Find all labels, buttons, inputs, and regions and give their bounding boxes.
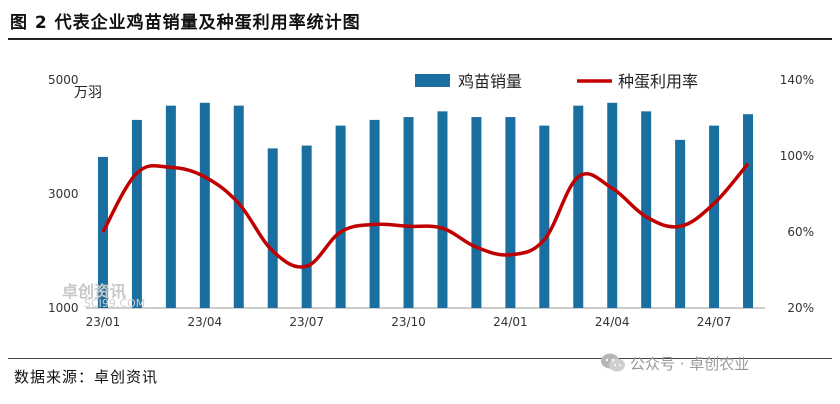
line-种蛋利用率 xyxy=(101,162,750,269)
bar-23/01 xyxy=(97,156,108,308)
legend-label-bar: 鸡苗销量 xyxy=(458,72,522,91)
bar-23/02 xyxy=(131,119,142,309)
wechat-badge: 公众号 · 卓创农业 xyxy=(600,352,749,374)
figure-title: 图 2 代表企业鸡苗销量及种蛋利用率统计图 xyxy=(10,13,361,33)
wechat-icon xyxy=(601,353,625,372)
watermark-sub: SCI99.COM xyxy=(84,297,146,310)
bar-24/07 xyxy=(709,125,720,308)
bar-24/04 xyxy=(607,102,618,308)
bar-24/01 xyxy=(505,117,516,308)
bar-23/05 xyxy=(233,105,244,309)
bar-23/07 xyxy=(301,145,312,308)
bar-24/02 xyxy=(539,125,550,308)
x-tick-23/07: 23/07 xyxy=(289,315,324,329)
right-tick-20%: 20% xyxy=(787,301,814,315)
right-tick-140%: 140% xyxy=(780,73,814,87)
title-rule xyxy=(8,38,832,40)
watermark-logo: 卓创资讯 xyxy=(62,282,127,301)
bar-23/12 xyxy=(471,117,482,308)
legend-swatch-bar xyxy=(415,74,450,87)
legend-label-line: 种蛋利用率 xyxy=(618,72,698,91)
x-tick-23/10: 23/10 xyxy=(391,315,426,329)
y-unit-label: 万羽 xyxy=(74,85,102,101)
x-tick-24/01: 24/01 xyxy=(493,315,528,329)
left-tick-3000: 3000 xyxy=(48,187,79,201)
source-note: 数据来源：卓创资讯 xyxy=(14,368,159,386)
bar-24/06 xyxy=(675,139,686,308)
x-tick-24/04: 24/04 xyxy=(595,315,630,329)
right-tick-100%: 100% xyxy=(780,149,814,163)
source-rule xyxy=(8,358,832,359)
x-tick-24/07: 24/07 xyxy=(697,315,732,329)
bar-24/05 xyxy=(641,111,652,308)
bar-23/10 xyxy=(403,117,414,308)
left-tick-1000: 1000 xyxy=(48,301,79,315)
wechat-text: 公众号 · 卓创农业 xyxy=(630,354,750,373)
bar-23/09 xyxy=(369,119,380,309)
bar-23/11 xyxy=(437,111,448,308)
left-tick-5000: 5000 xyxy=(48,73,79,87)
bar-23/06 xyxy=(267,148,278,308)
x-tick-23/04: 23/04 xyxy=(188,315,223,329)
bar-24/03 xyxy=(573,105,584,309)
x-tick-23/01: 23/01 xyxy=(86,315,121,329)
chart: 5000 3000 1000 万羽 140% 100% 60% 20% 23/01 23/04 23… xyxy=(48,72,814,329)
right-tick-60%: 60% xyxy=(787,225,814,239)
bar-23/08 xyxy=(335,125,346,308)
bar-23/03 xyxy=(165,105,176,309)
bar-24/08 xyxy=(743,114,754,308)
bar-23/04 xyxy=(199,102,210,308)
